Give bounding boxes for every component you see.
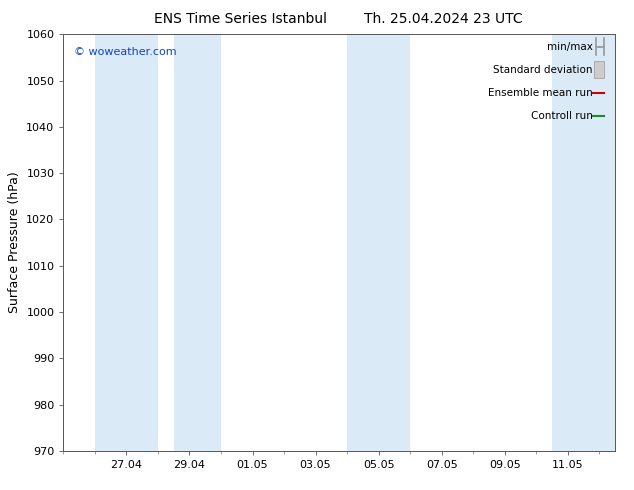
Bar xyxy=(95,34,158,451)
FancyBboxPatch shape xyxy=(594,61,604,78)
Bar xyxy=(174,34,221,451)
Text: ENS Time Series Istanbul: ENS Time Series Istanbul xyxy=(155,12,327,26)
Bar xyxy=(347,34,410,451)
Text: Th. 25.04.2024 23 UTC: Th. 25.04.2024 23 UTC xyxy=(365,12,523,26)
Text: © woweather.com: © woweather.com xyxy=(74,47,177,57)
Text: Ensemble mean run: Ensemble mean run xyxy=(488,88,593,98)
Bar xyxy=(552,34,615,451)
Y-axis label: Surface Pressure (hPa): Surface Pressure (hPa) xyxy=(8,172,21,314)
Text: Controll run: Controll run xyxy=(531,111,593,121)
Text: min/max: min/max xyxy=(547,42,593,52)
Text: Standard deviation: Standard deviation xyxy=(493,65,593,74)
